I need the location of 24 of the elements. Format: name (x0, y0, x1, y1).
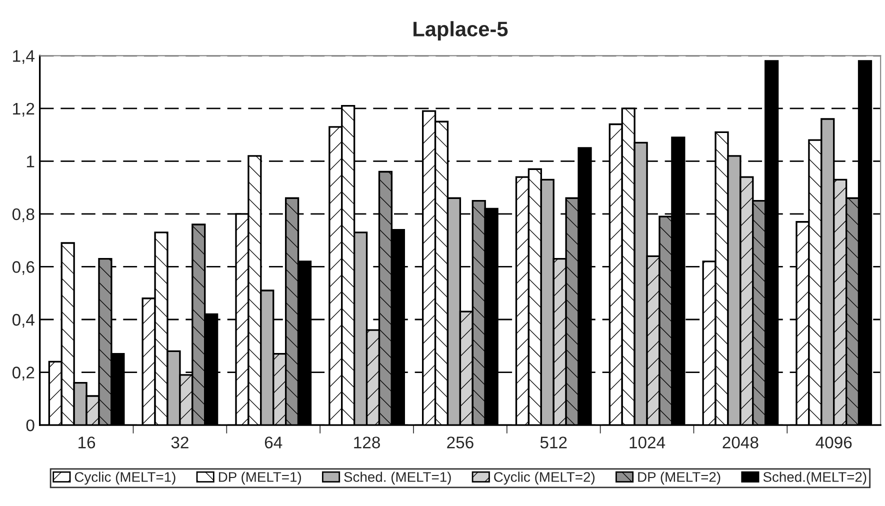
x-tick-label: 2048 (722, 436, 758, 448)
y-tick-label: 0,8 (12, 208, 34, 222)
x-tick-label: 256 (447, 436, 474, 448)
x-tick-label: 16 (78, 436, 96, 448)
x-tick-label: 64 (264, 436, 282, 448)
x-tick-label: 128 (354, 436, 380, 448)
legend-label: Cyclic (MELT=1) (74, 472, 176, 485)
x-tick-label: 32 (171, 436, 188, 448)
y-tick-label: 0,2 (12, 366, 34, 380)
y-tick-label: 0,4 (12, 314, 34, 328)
chart-title: Laplace-5 (414, 21, 508, 41)
legend-label: DP (MELT=1) (218, 472, 301, 485)
y-tick-label: 1,4 (13, 50, 34, 64)
legend-label: DP (MELT=2) (638, 472, 720, 485)
legend-label: Sched. (MELT=1) (344, 472, 451, 485)
x-tick-label: 4096 (816, 436, 852, 448)
y-tick-label: 1 (26, 156, 34, 168)
y-tick-label: 0,6 (12, 261, 34, 275)
y-tick-label: 1,2 (13, 102, 34, 117)
x-tick-label: 1024 (630, 436, 666, 448)
x-tick-label: 512 (540, 436, 567, 448)
legend-label: Cyclic (MELT=2) (494, 472, 595, 485)
y-tick-label: 0 (26, 419, 34, 432)
legend-label: Sched.(MELT=2) (763, 472, 866, 485)
